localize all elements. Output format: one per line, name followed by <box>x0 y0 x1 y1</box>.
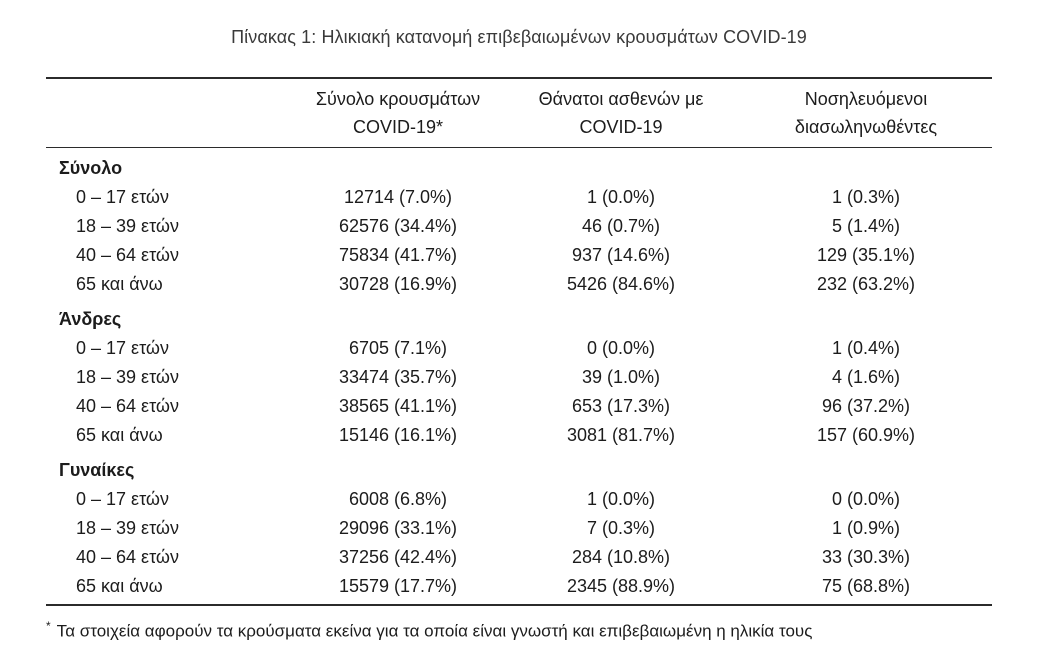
cases-cell: 6705 (7.1%) <box>348 338 448 358</box>
covid-age-distribution-table: Σύνολο κρουσμάτων COVID-19* Θάνατοι ασθε… <box>46 77 992 606</box>
deaths-cell: 46 (0.7%) <box>581 216 661 236</box>
age-label: 0 – 17 ετών <box>76 338 169 358</box>
age-label: 18 – 39 ετών <box>76 216 179 236</box>
intubated-cell: 33 (30.3%) <box>821 547 911 567</box>
table-row: 65 και άνω 30728 (16.9%) 5426 (84.6%) 23… <box>46 270 992 299</box>
section-label: Άνδρες <box>59 309 122 329</box>
intubated-cell: 75 (68.8%) <box>821 576 911 596</box>
header-total-cases-line1: Σύνολο κρουσμάτων <box>315 89 481 109</box>
table-row: 18 – 39 ετών 33474 (35.7%) 39 (1.0%) 4 (… <box>46 363 992 392</box>
intubated-cell: 1 (0.4%) <box>831 338 901 358</box>
intubated-cell: 5 (1.4%) <box>831 216 901 236</box>
deaths-cell: 2345 (88.9%) <box>566 576 676 596</box>
deaths-cell: 653 (17.3%) <box>571 396 671 416</box>
intubated-cell: 1 (0.9%) <box>831 518 901 538</box>
age-label: 0 – 17 ετών <box>76 489 169 509</box>
deaths-cell: 0 (0.0%) <box>586 338 656 358</box>
age-label: 65 και άνω <box>76 274 163 294</box>
intubated-cell: 0 (0.0%) <box>831 489 901 509</box>
deaths-cell: 5426 (84.6%) <box>566 274 676 294</box>
age-label: 65 και άνω <box>76 576 163 596</box>
section-row-women: Γυναίκες <box>46 450 992 485</box>
age-label: 18 – 39 ετών <box>76 518 179 538</box>
table-row: 65 και άνω 15579 (17.7%) 2345 (88.9%) 75… <box>46 572 992 605</box>
table-row: 40 – 64 ετών 37256 (42.4%) 284 (10.8%) 3… <box>46 543 992 572</box>
deaths-cell: 7 (0.3%) <box>586 518 656 538</box>
table-row: 40 – 64 ετών 38565 (41.1%) 653 (17.3%) 9… <box>46 392 992 421</box>
header-intubated: Νοσηλευόμενοι διασωληνωθέντες <box>740 78 992 148</box>
cases-cell: 15146 (16.1%) <box>338 425 458 445</box>
section-label: Γυναίκες <box>59 460 135 480</box>
age-label: 18 – 39 ετών <box>76 367 179 387</box>
intubated-cell: 96 (37.2%) <box>821 396 911 416</box>
header-deaths-line2: COVID-19 <box>579 117 663 137</box>
header-intubated-line2: διασωληνωθέντες <box>794 117 938 137</box>
table-header: Σύνολο κρουσμάτων COVID-19* Θάνατοι ασθε… <box>46 78 992 148</box>
table-row: 18 – 39 ετών 29096 (33.1%) 7 (0.3%) 1 (0… <box>46 514 992 543</box>
cases-cell: 37256 (42.4%) <box>338 547 458 567</box>
cases-cell: 75834 (41.7%) <box>338 245 458 265</box>
age-label: 40 – 64 ετών <box>76 396 179 416</box>
header-total-cases-line2: COVID-19* <box>352 117 444 137</box>
deaths-cell: 1 (0.0%) <box>586 187 656 207</box>
deaths-cell: 937 (14.6%) <box>571 245 671 265</box>
deaths-cell: 284 (10.8%) <box>571 547 671 567</box>
cases-cell: 38565 (41.1%) <box>338 396 458 416</box>
table-row: 0 – 17 ετών 12714 (7.0%) 1 (0.0%) 1 (0.3… <box>46 183 992 212</box>
header-total-cases: Σύνολο κρουσμάτων COVID-19* <box>294 78 502 148</box>
table-title: Πίνακας 1: Ηλικιακή κατανομή επιβεβαιωμέ… <box>231 27 807 47</box>
section-label: Σύνολο <box>59 158 123 178</box>
intubated-cell: 232 (63.2%) <box>816 274 916 294</box>
header-row: Σύνολο κρουσμάτων COVID-19* Θάνατοι ασθε… <box>46 78 992 148</box>
intubated-cell: 157 (60.9%) <box>816 425 916 445</box>
header-empty-cell <box>46 78 294 148</box>
intubated-cell: 1 (0.3%) <box>831 187 901 207</box>
table-row: 18 – 39 ετών 62576 (34.4%) 46 (0.7%) 5 (… <box>46 212 992 241</box>
table-row: 0 – 17 ετών 6008 (6.8%) 1 (0.0%) 0 (0.0%… <box>46 485 992 514</box>
cases-cell: 62576 (34.4%) <box>338 216 458 236</box>
age-label: 40 – 64 ετών <box>76 547 179 567</box>
header-deaths: Θάνατοι ασθενών με COVID-19 <box>502 78 740 148</box>
intubated-cell: 4 (1.6%) <box>831 367 901 387</box>
deaths-cell: 3081 (81.7%) <box>566 425 676 445</box>
cases-cell: 12714 (7.0%) <box>343 187 453 207</box>
deaths-cell: 1 (0.0%) <box>586 489 656 509</box>
table-row: 0 – 17 ετών 6705 (7.1%) 0 (0.0%) 1 (0.4%… <box>46 334 992 363</box>
age-label: 0 – 17 ετών <box>76 187 169 207</box>
cases-cell: 30728 (16.9%) <box>338 274 458 294</box>
cases-cell: 33474 (35.7%) <box>338 367 458 387</box>
header-deaths-line1: Θάνατοι ασθενών με <box>538 89 704 109</box>
footnote: * Τα στοιχεία αφορούν τα κρούσματα εκείνα… <box>46 606 992 644</box>
age-label: 40 – 64 ετών <box>76 245 179 265</box>
table-body: Σύνολο 0 – 17 ετών 12714 (7.0%) 1 (0.0%)… <box>46 148 992 606</box>
age-label: 65 και άνω <box>76 425 163 445</box>
cases-cell: 6008 (6.8%) <box>348 489 448 509</box>
intubated-cell: 129 (35.1%) <box>816 245 916 265</box>
section-row-men: Άνδρες <box>46 299 992 334</box>
footnote-asterisk-marker: * <box>46 619 51 633</box>
cases-cell: 15579 (17.7%) <box>338 576 458 596</box>
table-row: 40 – 64 ετών 75834 (41.7%) 937 (14.6%) 1… <box>46 241 992 270</box>
header-intubated-line1: Νοσηλευόμενοι <box>804 89 928 109</box>
cases-cell: 29096 (33.1%) <box>338 518 458 538</box>
table-row: 65 και άνω 15146 (16.1%) 3081 (81.7%) 15… <box>46 421 992 450</box>
footnote-text: Τα στοιχεία αφορούν τα κρούσματα εκείνα … <box>56 621 813 641</box>
section-row-total: Σύνολο <box>46 148 992 184</box>
deaths-cell: 39 (1.0%) <box>581 367 661 387</box>
